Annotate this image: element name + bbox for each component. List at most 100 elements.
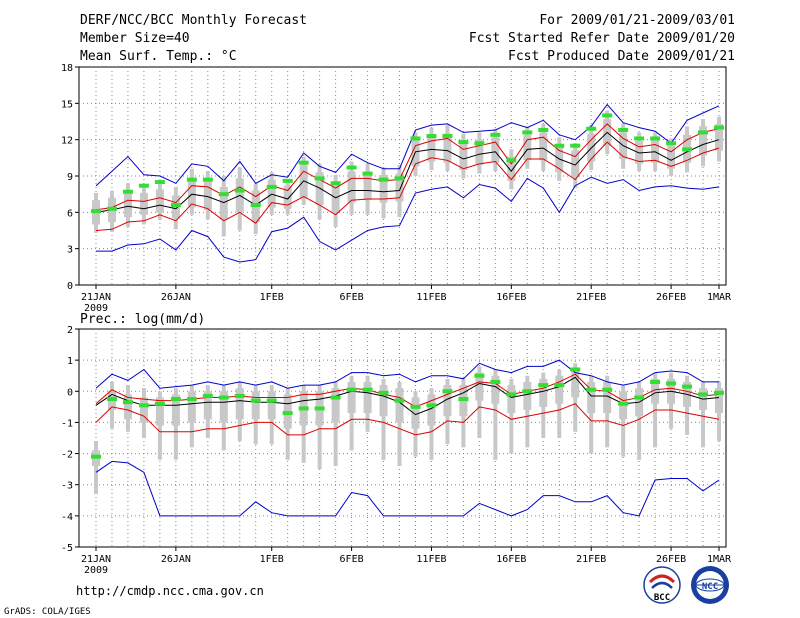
temperature-obs-marker bbox=[330, 181, 341, 186]
precipitation-box bbox=[155, 397, 164, 426]
temperature-obs-marker bbox=[314, 176, 325, 181]
temperature-ytick-label: 6 bbox=[67, 208, 73, 219]
temperature-ytick-label: 0 bbox=[67, 281, 73, 292]
precipitation-box bbox=[715, 388, 723, 414]
precipitation-whisker bbox=[317, 385, 322, 470]
temperature-obs-marker bbox=[122, 189, 133, 194]
temperature-series-lower bbox=[95, 141, 720, 231]
temperature-box bbox=[187, 178, 196, 208]
temperature-box bbox=[427, 134, 436, 162]
precipitation-whisker bbox=[493, 369, 498, 460]
precipitation-box bbox=[235, 388, 244, 420]
precipitation-box bbox=[123, 394, 132, 420]
precipitation-box bbox=[395, 388, 404, 423]
temperature-ytick-label: 18 bbox=[61, 63, 73, 74]
precipitation-box bbox=[251, 391, 260, 420]
precipitation-obs-marker bbox=[282, 411, 293, 416]
temperature-obs-marker bbox=[266, 184, 277, 189]
temperature-obs-marker bbox=[618, 127, 629, 132]
precipitation-obs-marker bbox=[570, 367, 581, 372]
precipitation-box bbox=[267, 391, 276, 420]
precipitation-series-min bbox=[95, 460, 720, 517]
precipitation-box bbox=[331, 388, 340, 423]
temperature-obs-marker bbox=[666, 141, 677, 146]
precipitation-obs-marker bbox=[266, 398, 277, 403]
precipitation-box bbox=[587, 381, 596, 414]
precipitation-xtick-label: 21FEB bbox=[576, 554, 606, 565]
precipitation-box bbox=[347, 381, 356, 414]
temperature-obs-marker bbox=[490, 132, 501, 137]
forecast-period-label: For 2009/01/21-2009/03/01 bbox=[539, 13, 735, 28]
precipitation-xtick-label: 26FEB bbox=[656, 554, 686, 565]
temperature-series-min bbox=[96, 176, 720, 263]
temperature-xtick-label: 1MAR bbox=[707, 292, 732, 303]
bcc-logo-text: BCC bbox=[654, 593, 670, 603]
temperature-xtick-label: 11FEB bbox=[416, 292, 446, 303]
temperature-box bbox=[267, 179, 276, 208]
precipitation-box bbox=[571, 369, 580, 398]
precipitation-obs-marker bbox=[330, 395, 341, 400]
precipitation-box bbox=[427, 394, 436, 426]
temperature-box bbox=[715, 123, 723, 151]
temperature-obs-marker bbox=[154, 180, 165, 185]
temperature-box bbox=[459, 143, 468, 170]
precipitation-whisker bbox=[509, 378, 514, 454]
precipitation-ytick-label: -3 bbox=[61, 481, 73, 492]
precipitation-whisker bbox=[589, 375, 594, 454]
temperature-obs-marker bbox=[474, 141, 485, 146]
precipitation-whisker bbox=[477, 366, 482, 438]
precipitation-box bbox=[603, 381, 612, 414]
precipitation-ytick-label: -4 bbox=[61, 512, 73, 523]
precipitation-box bbox=[411, 397, 420, 429]
bcc-logo: BCC bbox=[643, 566, 681, 604]
precipitation-box bbox=[187, 391, 196, 423]
temperature-box bbox=[283, 185, 292, 209]
precipitation-obs-marker bbox=[346, 387, 357, 392]
temperature-obs-marker bbox=[234, 188, 245, 193]
ncc-logo: NCC bbox=[691, 566, 729, 604]
temperature-obs-marker bbox=[586, 126, 597, 131]
temperature-ytick-label: 9 bbox=[67, 172, 73, 183]
precipitation-obs-marker bbox=[522, 389, 533, 394]
temperature-obs-marker bbox=[426, 134, 437, 139]
precipitation-obs-marker bbox=[362, 387, 373, 392]
precipitation-xtick-label: 16FEB bbox=[496, 554, 526, 565]
precipitation-obs-marker bbox=[666, 381, 677, 386]
precipitation-box bbox=[203, 391, 212, 420]
precipitation-obs-marker bbox=[170, 397, 181, 402]
precip-variable-label: Prec.: log(mm/d) bbox=[80, 312, 205, 327]
temperature-obs-marker bbox=[570, 143, 581, 148]
temperature-obs-marker bbox=[106, 206, 117, 211]
precipitation-box bbox=[363, 381, 372, 414]
temperature-xtick-label: 1FEB bbox=[260, 292, 284, 303]
temperature-box bbox=[651, 139, 660, 163]
precipitation-ytick-label: -2 bbox=[61, 450, 73, 461]
precipitation-obs-marker bbox=[218, 395, 229, 400]
precipitation-xtick-sublabel: 2009 bbox=[84, 565, 108, 576]
temperature-box bbox=[219, 186, 228, 220]
temperature-box bbox=[379, 174, 388, 203]
temperature-obs-marker bbox=[650, 136, 661, 141]
precipitation-obs-marker bbox=[91, 454, 101, 459]
precipitation-box bbox=[539, 378, 548, 407]
precipitation-obs-marker bbox=[314, 406, 325, 411]
precipitation-ytick-label: -5 bbox=[61, 543, 73, 554]
precipitation-series-lower bbox=[95, 403, 720, 436]
precipitation-whisker bbox=[637, 381, 642, 460]
source-url[interactable]: http://cmdp.ncc.cma.gov.cn bbox=[76, 584, 264, 598]
precipitation-obs-marker bbox=[394, 398, 405, 403]
temperature-box bbox=[539, 132, 548, 161]
temperature-obs-marker bbox=[250, 203, 261, 208]
temperature-box bbox=[475, 139, 484, 166]
precipitation-obs-marker bbox=[122, 400, 133, 405]
precipitation-obs-marker bbox=[186, 397, 197, 402]
temperature-box bbox=[331, 182, 340, 213]
precipitation-whisker bbox=[397, 381, 402, 467]
temperature-box bbox=[315, 172, 324, 206]
temperature-box bbox=[699, 126, 708, 156]
precipitation-series-mean bbox=[95, 376, 720, 416]
precipitation-whisker bbox=[94, 441, 98, 495]
temperature-xtick-label: 16FEB bbox=[496, 292, 526, 303]
